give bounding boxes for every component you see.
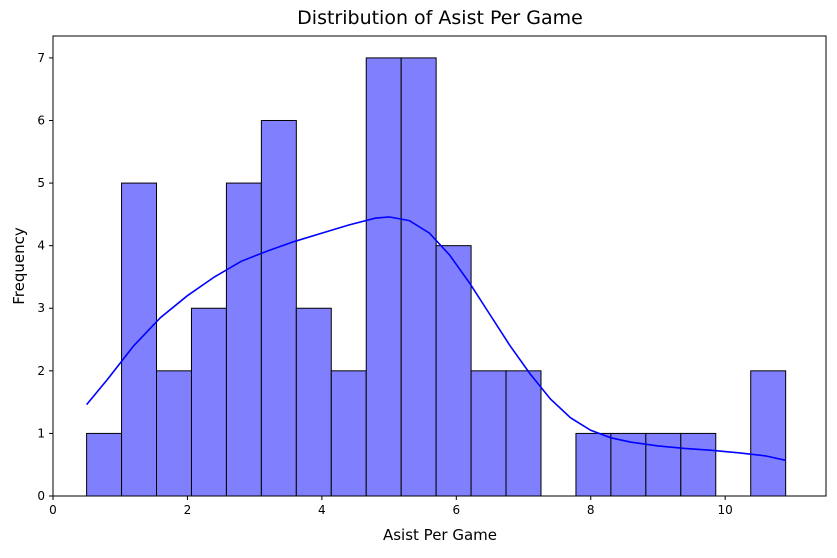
histogram-bar xyxy=(575,432,612,497)
x-tick-label: 0 xyxy=(49,503,57,517)
y-tick-label: 7 xyxy=(37,51,45,65)
histogram-bar xyxy=(86,432,123,497)
y-tick-label: 1 xyxy=(37,426,45,440)
histogram-bar xyxy=(330,370,367,497)
histogram-bar xyxy=(750,370,787,497)
y-axis-label: Frequency xyxy=(10,227,28,305)
histogram-bar xyxy=(365,57,402,497)
x-tick-label: 8 xyxy=(587,503,595,517)
histogram-bar xyxy=(470,370,507,497)
histogram-bar xyxy=(680,432,717,497)
histogram-bar xyxy=(295,307,332,497)
histogram-bar xyxy=(505,370,542,497)
kde-curve xyxy=(85,216,786,462)
histogram-bar xyxy=(400,57,437,497)
y-tick-label: 5 xyxy=(37,176,45,190)
histogram-bar xyxy=(435,245,472,497)
x-tick-label: 10 xyxy=(718,503,733,517)
histogram-bar xyxy=(260,119,297,497)
histogram-bar xyxy=(225,182,262,497)
x-tick-label: 2 xyxy=(184,503,192,517)
y-tick-label: 0 xyxy=(37,489,45,503)
x-axis-label: Asist Per Game xyxy=(383,526,497,544)
y-tick-label: 4 xyxy=(37,239,45,253)
bars-layer xyxy=(86,57,787,497)
histogram-bar xyxy=(190,307,227,497)
x-tick-label: 6 xyxy=(452,503,460,517)
ticks-layer: 0 2 4 6 8 10 0 1 2 3 4 5 6 7 xyxy=(37,51,732,517)
axes-layer xyxy=(52,35,827,497)
chart-title: Distribution of Asist Per Game xyxy=(297,7,583,29)
kde-layer xyxy=(85,216,786,462)
plot-frame xyxy=(52,35,827,497)
histogram-bar xyxy=(645,432,682,497)
x-tick-label: 4 xyxy=(318,503,326,517)
y-tick-label: 6 xyxy=(37,113,45,127)
histogram-bar xyxy=(156,370,192,497)
y-tick-label: 2 xyxy=(37,364,45,378)
y-tick-label: 3 xyxy=(37,301,45,315)
